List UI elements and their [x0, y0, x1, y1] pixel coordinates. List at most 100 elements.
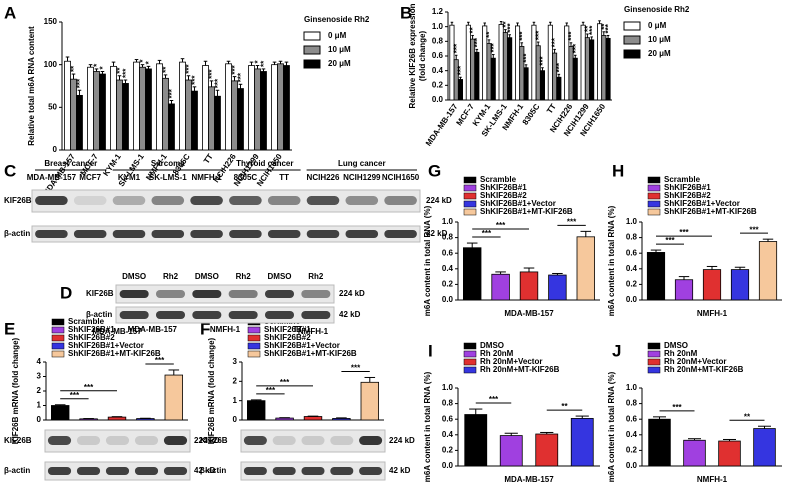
blot-band — [151, 196, 185, 205]
bar — [646, 252, 666, 301]
y-tick-label: 1.2 — [432, 7, 444, 16]
group-label: Lung cancer — [338, 159, 386, 168]
bar — [246, 400, 266, 421]
legend-swatch — [51, 334, 65, 342]
lane-label: NCIH1650 — [382, 173, 420, 182]
bar — [502, 32, 508, 101]
significance: ** — [744, 412, 751, 421]
y-tick-label: 0.4 — [626, 264, 638, 273]
significance: *** — [155, 356, 165, 365]
significance: *** — [551, 37, 560, 47]
bar — [50, 405, 70, 421]
bar — [498, 24, 504, 101]
significance: *** — [185, 64, 194, 74]
legend-label: 0 μM — [328, 31, 347, 40]
y-tick-label: 0.2 — [432, 80, 444, 89]
lane-label: Rh2 — [308, 272, 324, 281]
blot-size-label: 224 kD — [389, 436, 415, 445]
significance: *** — [489, 42, 498, 52]
lane-label: SK-LMS-1 — [149, 173, 187, 182]
bar — [145, 68, 152, 151]
bar — [702, 269, 722, 301]
blot-band — [163, 467, 188, 475]
legend-swatch — [463, 176, 477, 184]
bar — [260, 71, 267, 151]
legend-label: ShKIF26B#1+MT-KIF26B — [480, 207, 573, 216]
legend-swatch — [247, 342, 261, 350]
blot-strip — [31, 189, 421, 213]
blot-band — [192, 311, 222, 319]
blot-band — [134, 467, 159, 475]
blot-row-label: KIF26B — [4, 196, 32, 205]
legend-label: ShKIF26B#1 — [264, 325, 311, 334]
bar — [499, 435, 523, 467]
significance: *** — [70, 391, 80, 400]
bar — [758, 241, 778, 301]
lane-label: 8305C — [234, 173, 258, 182]
significance: * — [139, 59, 148, 63]
bar — [283, 65, 290, 151]
blot-band — [192, 290, 222, 298]
bar — [162, 77, 169, 151]
bar — [552, 52, 558, 101]
significance: *** — [555, 62, 564, 72]
bar — [601, 35, 607, 101]
y-axis-label: Relative total m6A RNA content — [27, 26, 36, 146]
significance: *** — [457, 65, 466, 75]
legend-swatch — [51, 318, 65, 326]
significance: *** — [122, 68, 131, 78]
significance: *** — [76, 78, 85, 88]
y-tick-label: 0.0 — [626, 295, 638, 304]
bar — [753, 428, 776, 467]
legend-label: DMSO — [480, 341, 504, 350]
x-axis-label: NMFH-1 — [697, 475, 728, 484]
bar — [93, 71, 100, 151]
bar — [519, 271, 539, 301]
y-tick-label: 0.8 — [626, 399, 638, 408]
bar — [462, 247, 482, 301]
significance: *** — [266, 386, 276, 395]
y-tick-label: 0 — [233, 415, 238, 424]
significance: *** — [567, 31, 576, 41]
legend-label: Rh 20nM+Vector — [664, 357, 726, 366]
lane-label: TT — [279, 173, 289, 182]
y-axis-label: Relative KIF26B expression — [408, 3, 417, 108]
blot-band — [384, 230, 417, 238]
blot-band — [134, 436, 159, 445]
bar — [277, 63, 284, 151]
legend-label: 10 μM — [328, 45, 351, 54]
panel-letter: F — [200, 319, 210, 338]
bar — [164, 374, 184, 421]
legend-label: ShKIF26B#2 — [68, 333, 115, 342]
y-tick-label: 1 — [233, 396, 238, 405]
legend-label: ShKIF26B#2 — [480, 191, 527, 200]
panel-letter: I — [428, 341, 433, 360]
blot-size-label: 224 kD — [194, 436, 220, 445]
bar — [589, 39, 595, 101]
blot-band — [359, 467, 383, 475]
significance: * — [99, 65, 108, 69]
bar — [474, 51, 480, 101]
bar — [87, 66, 94, 151]
significance: *** — [168, 88, 177, 98]
blot-band — [345, 230, 379, 238]
blot-band — [155, 311, 186, 319]
legend-swatch — [51, 350, 65, 358]
blot-band — [73, 196, 107, 205]
bar — [107, 416, 127, 421]
bar — [208, 86, 215, 151]
legend-label: 20 μM — [328, 59, 351, 68]
significance: ** — [162, 66, 171, 73]
legend-label: Rh 20nM+Vector — [480, 357, 542, 366]
blot-band — [76, 436, 101, 445]
panel-letter: G — [428, 161, 441, 180]
lane-label: Rh2 — [236, 272, 252, 281]
y-tick-label: 2 — [233, 376, 238, 385]
x-axis-label: MDA-MB-157 — [504, 309, 554, 318]
bar — [523, 67, 529, 101]
bar — [179, 61, 186, 151]
bar — [275, 417, 294, 421]
significance: *** — [489, 395, 499, 404]
blot-size-label: 224 kD — [339, 289, 365, 298]
blot-band — [155, 290, 186, 298]
